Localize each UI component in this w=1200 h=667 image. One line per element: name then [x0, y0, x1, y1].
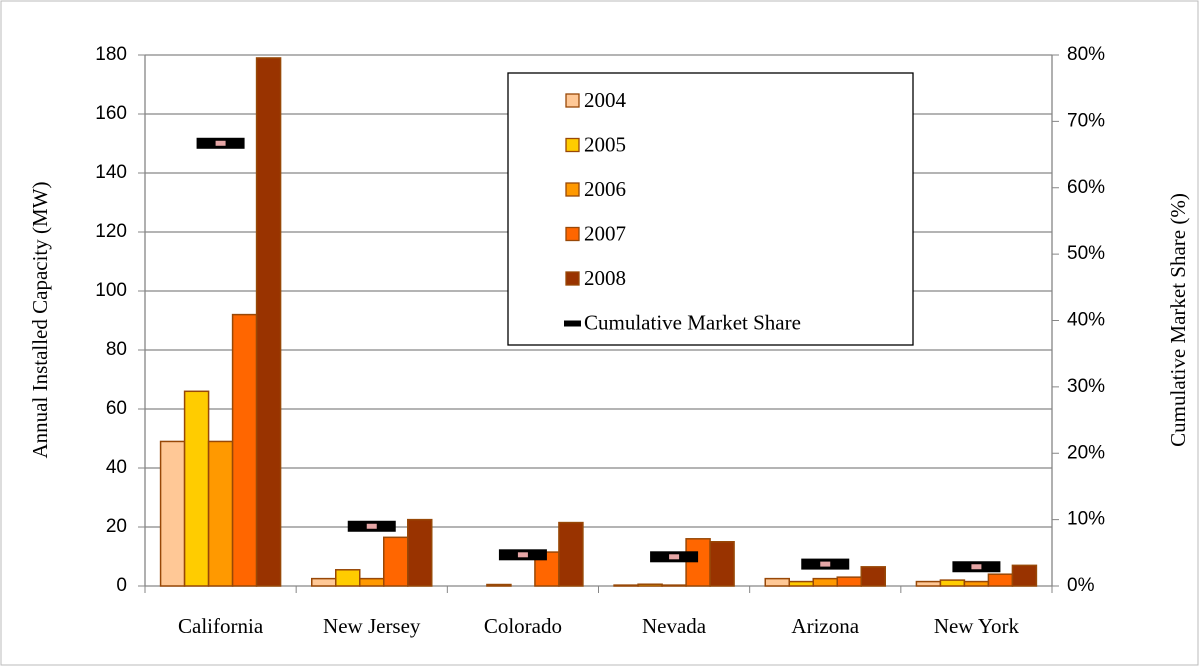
bar	[613, 584, 639, 587]
bar	[1011, 564, 1038, 587]
bar	[335, 569, 361, 587]
marker-dot	[366, 523, 377, 529]
y2-tick-label: 10%	[1067, 509, 1105, 530]
bar	[963, 580, 990, 587]
x-tick-label: New York	[934, 614, 1020, 638]
y-tick-label: 20	[106, 516, 127, 537]
bar	[709, 541, 735, 587]
marker	[196, 137, 245, 149]
marker-dot	[669, 554, 680, 560]
bar	[637, 583, 663, 587]
legend-swatch	[565, 226, 580, 242]
marker-dot	[215, 140, 226, 146]
marker-dot	[517, 552, 528, 558]
legend-swatch	[565, 271, 580, 286]
bar	[836, 576, 862, 587]
y-tick-label: 0	[116, 575, 127, 596]
y2-tick-label: 60%	[1067, 177, 1105, 198]
y2-tick-label: 30%	[1067, 376, 1105, 397]
x-tick-label: Arizona	[791, 614, 859, 638]
legend-label: Cumulative Market Share	[584, 310, 801, 334]
marker	[952, 561, 1001, 573]
marker	[801, 558, 850, 570]
y-tick-label: 40	[106, 457, 127, 478]
bar	[558, 521, 584, 587]
y2-axis-label: Cumulative Market Share (%)	[1166, 193, 1190, 447]
y2-tick-label: 0%	[1067, 575, 1095, 596]
y2-tick-label: 80%	[1067, 44, 1105, 65]
bar	[788, 580, 814, 587]
bar	[407, 518, 433, 587]
legend-swatch	[565, 182, 580, 197]
bar	[915, 580, 942, 587]
legend-label: 2005	[584, 132, 626, 156]
x-tick-label: California	[178, 614, 264, 638]
bar	[311, 577, 337, 587]
legend-label: 2007	[584, 221, 626, 245]
legend-label: 2006	[584, 177, 626, 201]
marker-dot	[971, 564, 982, 570]
legend-label: 2004	[584, 88, 627, 112]
bar	[231, 313, 258, 587]
legend-box	[507, 72, 914, 346]
y2-tick-label: 40%	[1067, 310, 1105, 331]
x-tick-label: New Jersey	[323, 614, 421, 638]
y-tick-label: 80	[106, 339, 127, 360]
bar	[159, 440, 186, 587]
legend-label: 2008	[584, 266, 626, 290]
marker	[498, 549, 547, 561]
bar	[860, 566, 886, 587]
y-axis-label: Annual Installed Capacity (MW)	[28, 181, 52, 458]
bar	[812, 577, 838, 587]
y2-tick-label: 50%	[1067, 243, 1105, 264]
bar	[359, 577, 385, 587]
bar	[383, 536, 409, 587]
marker-dot	[820, 561, 831, 567]
x-tick-label: Nevada	[642, 614, 707, 638]
marker	[347, 520, 396, 532]
bar	[987, 573, 1014, 587]
bar	[661, 584, 687, 587]
y-tick-label: 140	[95, 162, 127, 183]
legend-swatch	[565, 137, 580, 153]
y-tick-label: 160	[95, 103, 127, 124]
bar	[764, 577, 790, 587]
legend-swatch	[565, 93, 580, 108]
bar	[939, 579, 966, 587]
y-tick-label: 180	[95, 44, 127, 65]
bar	[486, 583, 512, 587]
bar	[685, 538, 711, 587]
bar	[183, 390, 210, 587]
y2-tick-label: 20%	[1067, 442, 1105, 463]
bar	[255, 57, 282, 587]
y-tick-label: 120	[95, 221, 127, 242]
y-tick-label: 100	[95, 280, 127, 301]
bar	[207, 440, 234, 587]
marker	[650, 551, 699, 563]
legend-marker	[564, 320, 581, 327]
x-tick-label: Colorado	[484, 614, 562, 638]
y2-tick-label: 70%	[1067, 110, 1105, 131]
y-tick-label: 60	[106, 398, 127, 419]
